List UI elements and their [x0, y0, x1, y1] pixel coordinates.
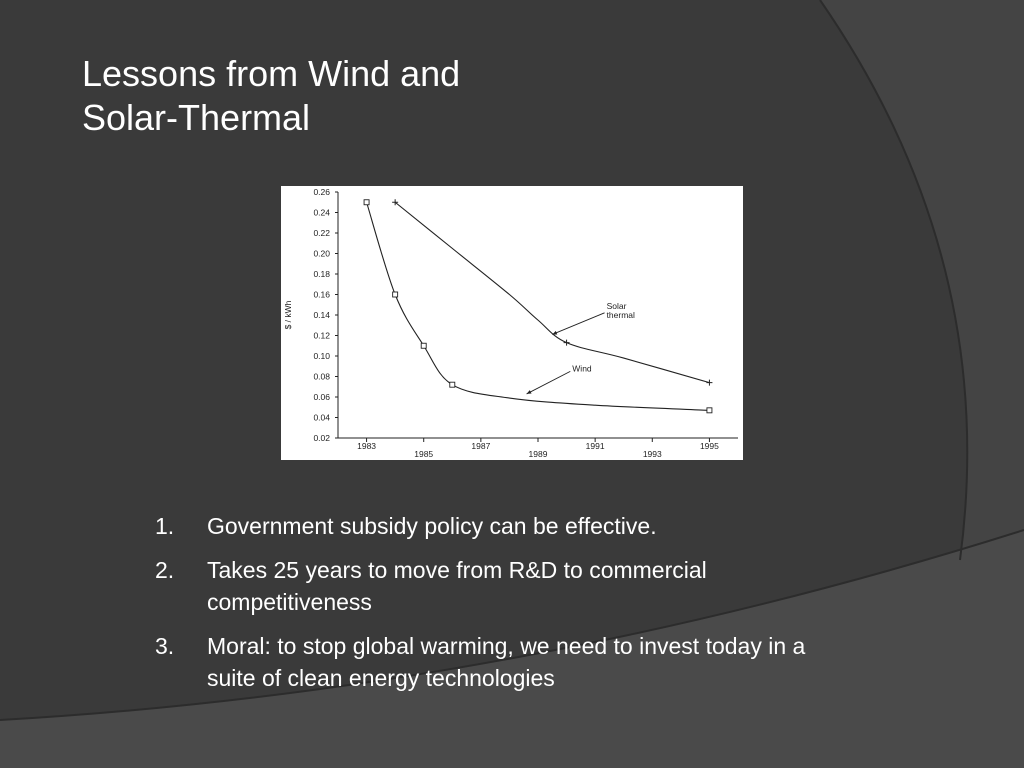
y-tick-label: 0.16	[313, 290, 330, 300]
annotation-arrow	[552, 312, 605, 335]
annotation-arrowhead	[552, 330, 558, 335]
data-point	[706, 407, 713, 414]
annotation-label: Solar	[607, 301, 627, 311]
data-point	[449, 381, 456, 388]
data-point	[563, 339, 570, 346]
data-point	[363, 199, 370, 206]
y-tick-label: 0.04	[313, 413, 330, 423]
list-item-text: Takes 25 years to move from R&D to comme…	[207, 557, 707, 615]
annotation-label: thermal	[607, 310, 635, 320]
annotation-arrow	[526, 370, 571, 395]
lessons-list: 1. Government subsidy policy can be effe…	[155, 510, 855, 706]
title-line-2: Solar-Thermal	[82, 97, 311, 138]
data-point	[706, 379, 713, 386]
y-axis-label: $ / kWh	[283, 300, 293, 329]
x-tick-label: 1987	[471, 441, 490, 451]
annotation-arrowhead	[526, 390, 532, 394]
list-item-number: 1.	[155, 513, 175, 539]
data-point	[392, 291, 399, 298]
series-line-solar-thermal	[394, 201, 710, 384]
y-tick-label: 0.14	[313, 310, 330, 320]
data-point	[392, 199, 399, 206]
y-tick-label: 0.22	[313, 228, 330, 238]
x-tick-label: 1991	[586, 441, 605, 451]
x-tick-label: 1993	[643, 449, 662, 459]
annotation-label: Wind	[572, 363, 592, 373]
y-tick-label: 0.18	[313, 269, 330, 279]
y-tick-label: 0.10	[313, 351, 330, 361]
slide-title: Lessons from Wind and Solar-Thermal	[82, 52, 460, 140]
y-tick-label: 0.24	[313, 208, 330, 218]
x-tick-label: 1989	[529, 449, 548, 459]
y-tick-label: 0.20	[313, 249, 330, 259]
x-tick-label: 1995	[700, 441, 719, 451]
x-tick-label: 1985	[414, 449, 433, 459]
data-point	[420, 342, 427, 349]
y-tick-label: 0.06	[313, 392, 330, 402]
series-line-wind	[366, 202, 710, 411]
list-item-number: 2.	[155, 557, 175, 583]
y-tick-label: 0.26	[313, 187, 330, 197]
y-tick-label: 0.08	[313, 372, 330, 382]
list-item-number: 3.	[155, 633, 175, 659]
x-tick-label: 1983	[357, 441, 376, 451]
list-item: 1. Government subsidy policy can be effe…	[155, 510, 855, 542]
cost-chart: 0.02 0.04 0.06 0.08 0.10 0.12 0.14 0.16 0.18 0.20…	[281, 186, 743, 460]
list-item: 3. Moral: to stop global warming, we nee…	[155, 630, 855, 694]
y-tick-label: 0.12	[313, 331, 330, 341]
chart-svg: 0.02 0.04 0.06 0.08 0.10 0.12 0.14 0.16 0.18 0.20…	[283, 187, 738, 459]
title-line-1: Lessons from Wind and	[82, 53, 461, 94]
y-tick-label: 0.02	[313, 433, 330, 443]
list-item-text: Moral: to stop global warming, we need t…	[207, 633, 806, 691]
list-item-text: Government subsidy policy can be effecti…	[207, 513, 657, 539]
list-item: 2. Takes 25 years to move from R&D to co…	[155, 554, 855, 618]
